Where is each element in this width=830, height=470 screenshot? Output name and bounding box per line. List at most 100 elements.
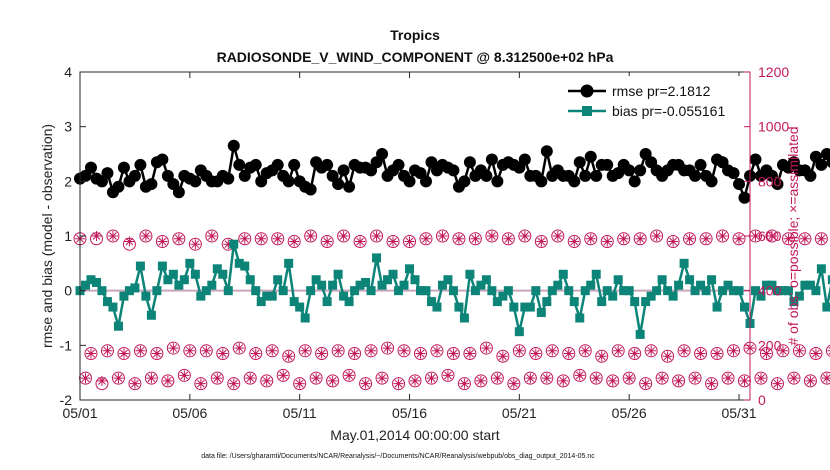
assimilated-obs-point (113, 373, 124, 384)
possible-obs-point (337, 229, 351, 243)
possible-obs-point (78, 371, 92, 385)
legend-rmse-marker (580, 84, 594, 98)
bias-point (520, 302, 530, 312)
possible-obs-point (765, 229, 779, 243)
bias-point (97, 286, 107, 296)
possible-obs-point (463, 347, 477, 361)
rmse-point (458, 175, 471, 188)
assimilated-obs-point (234, 343, 245, 354)
bias-point (267, 291, 277, 301)
assimilated-obs-point (569, 236, 580, 247)
possible-obs-point (353, 234, 367, 248)
rmse-point (447, 164, 460, 177)
rmse-point (628, 175, 641, 188)
possible-obs-point (699, 232, 713, 246)
possible-obs-point (227, 377, 241, 391)
possible-obs-point (331, 344, 345, 358)
possible-obs-point (210, 371, 224, 385)
rmse-point (601, 158, 614, 171)
assimilated-obs-point (300, 345, 311, 356)
possible-obs-point (705, 377, 719, 391)
assimilated-obs-point (190, 239, 201, 250)
rmse-point (568, 175, 581, 188)
bias-point (102, 297, 112, 307)
rmse-point (343, 180, 356, 193)
assimilated-obs-point (799, 233, 810, 244)
assimilated-obs-point (305, 231, 316, 241)
possible-obs-point (166, 341, 180, 355)
possible-obs-point (600, 234, 614, 248)
possible-obs-point (100, 344, 114, 358)
rmse-point (733, 178, 746, 191)
y-axis-right-ticks: 0 200 400 600 800 1000 1200 (744, 64, 789, 408)
bias-point (547, 286, 557, 296)
rmse-point (590, 169, 603, 182)
bias-point (448, 286, 458, 296)
bias-point (459, 313, 469, 323)
assimilated-obs-point (657, 373, 668, 384)
legend-box (562, 76, 748, 124)
possible-obs-point (589, 371, 603, 385)
possible-obs-point (617, 232, 631, 246)
bias-point (558, 269, 568, 279)
bias-point (295, 302, 305, 312)
bias-point (481, 275, 491, 285)
bias-point (201, 286, 211, 296)
assimilated-obs-point (426, 373, 437, 384)
legend-bias-label: bias pr=-0.055161 (612, 103, 725, 119)
bias-point (437, 280, 447, 290)
bias-point (415, 286, 425, 296)
y-tick-right-label: 200 (758, 337, 782, 353)
y-tick-label: 1 (64, 228, 72, 244)
bias-point (492, 297, 502, 307)
legend-rmse-label: rmse pr=2.1812 (612, 83, 711, 99)
rmse-point (403, 175, 416, 188)
assimilated-obs-point (530, 348, 541, 359)
rmse-point (321, 158, 334, 171)
possible-obs-point (611, 344, 625, 358)
bias-point (306, 286, 316, 296)
bias-point (333, 269, 343, 279)
possible-obs-point (644, 344, 658, 358)
assimilated-obs-point (118, 348, 129, 359)
assimilated-obs-point (492, 373, 503, 384)
assimilated-obs-point (201, 345, 212, 356)
assimilated-obs-point (618, 233, 629, 244)
bias-point (432, 302, 442, 312)
y-tick-right-label: 1000 (758, 119, 789, 135)
bias-point (707, 275, 717, 285)
bias-point (190, 269, 200, 279)
bias-point (608, 291, 618, 301)
possible-obs-point (326, 374, 340, 388)
rmse-point (584, 150, 597, 163)
bias-point (767, 280, 777, 290)
possible-obs-point (392, 377, 406, 391)
x-tick-label: 05/21 (502, 405, 537, 421)
possible-obs-point (441, 368, 455, 382)
possible-obs-point (595, 349, 609, 363)
bias-point (811, 286, 821, 296)
bias-point (734, 286, 744, 296)
bias-point (394, 286, 404, 296)
possible-obs-point (770, 377, 784, 391)
bias-point (344, 297, 354, 307)
rmse-point (392, 158, 405, 171)
bias-point (756, 291, 766, 301)
possible-obs-point (732, 232, 746, 246)
y-tick-right-label: 800 (758, 173, 782, 189)
y-tick-right-label: 0 (758, 392, 766, 408)
assimilated-obs-point (388, 236, 399, 247)
y-tick-right-label: 600 (758, 228, 782, 244)
bias-point (284, 258, 294, 268)
assimilated-obs-point (651, 231, 662, 241)
bias-point (827, 275, 830, 285)
bias-point (805, 280, 815, 290)
assimilated-obs-point (750, 231, 761, 241)
assimilated-obs-point (102, 345, 113, 356)
assimilated-obs-point (805, 375, 816, 386)
possible-obs-point (282, 349, 296, 363)
assimilated-obs-point (810, 348, 821, 359)
possible-obs-point (155, 234, 169, 248)
possible-obs-point (111, 371, 125, 385)
assimilated-obs-point (701, 233, 712, 244)
